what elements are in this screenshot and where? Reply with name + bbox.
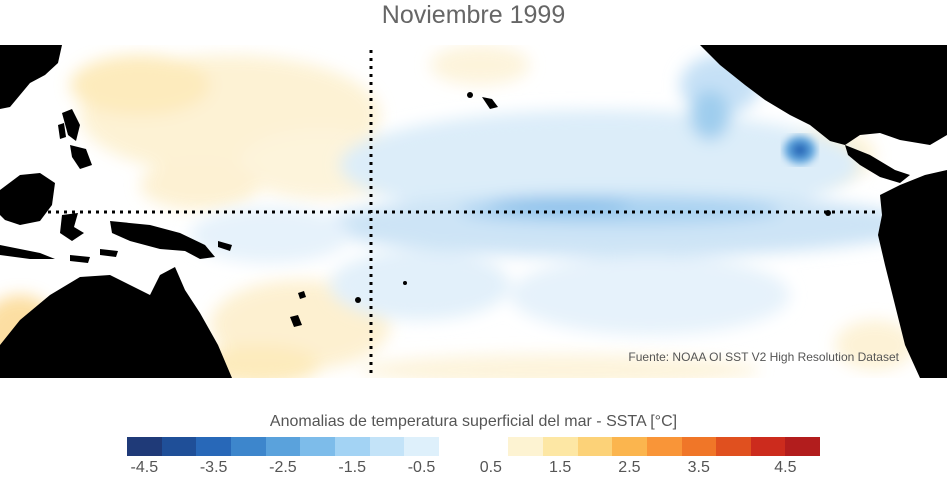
colorbar-cell bbox=[473, 437, 509, 456]
colorbar-title: Anomalias de temperatura superficial del… bbox=[269, 413, 678, 430]
colorbar-ticks: -4.5 -3.5 -2.5 -1.5 -0.5 0.5 1.5 2.5 3.5 4.5 bbox=[0, 459, 947, 481]
colorbar-cell bbox=[577, 437, 613, 456]
cool-anomalies bbox=[190, 55, 920, 335]
colorbar-cell bbox=[265, 437, 301, 456]
colorbar-cell bbox=[230, 437, 266, 456]
colorbar-tick-label: -4.5 bbox=[130, 459, 159, 476]
colorbar-tick-label: -2.5 bbox=[269, 459, 297, 476]
map-title: Noviembre 1999 bbox=[381, 1, 566, 29]
colorbar-cell bbox=[404, 437, 439, 456]
colorbar-cell bbox=[127, 437, 162, 456]
ssta-map bbox=[0, 45, 947, 378]
colorbar-cell bbox=[161, 437, 197, 456]
colorbar-tick-label: 1.5 bbox=[549, 459, 572, 476]
colorbar-cell bbox=[369, 437, 405, 456]
colorbar-cell bbox=[750, 437, 786, 456]
colorbar bbox=[127, 437, 821, 456]
colorbar-cell bbox=[646, 437, 682, 456]
colorbar-cell bbox=[334, 437, 370, 456]
colorbar-cell bbox=[716, 437, 751, 456]
colorbar-tick-label: -1.5 bbox=[338, 459, 367, 476]
colorbar-tick-label: 4.5 bbox=[774, 459, 797, 476]
cool-anomaly-core bbox=[784, 136, 816, 164]
colorbar-cell bbox=[785, 437, 821, 456]
colorbar-cell bbox=[300, 437, 335, 456]
source-note: Fuente: NOAA OI SST V2 High Resolution D… bbox=[628, 350, 899, 364]
colorbar-cell bbox=[508, 437, 543, 456]
colorbar-tick-label: -0.5 bbox=[407, 459, 436, 476]
colorbar-tick-label: -3.5 bbox=[199, 459, 228, 476]
colorbar-tick-label: 2.5 bbox=[618, 459, 641, 476]
colorbar-cell bbox=[612, 437, 647, 456]
colorbar-tick-label: 3.5 bbox=[687, 459, 710, 476]
land bbox=[0, 45, 947, 378]
colorbar-cell bbox=[196, 437, 231, 456]
colorbar-tick-label: 0.5 bbox=[479, 459, 502, 476]
colorbar-cell bbox=[542, 437, 578, 456]
colorbar-cell bbox=[681, 437, 717, 456]
colorbar-cell bbox=[438, 437, 474, 456]
